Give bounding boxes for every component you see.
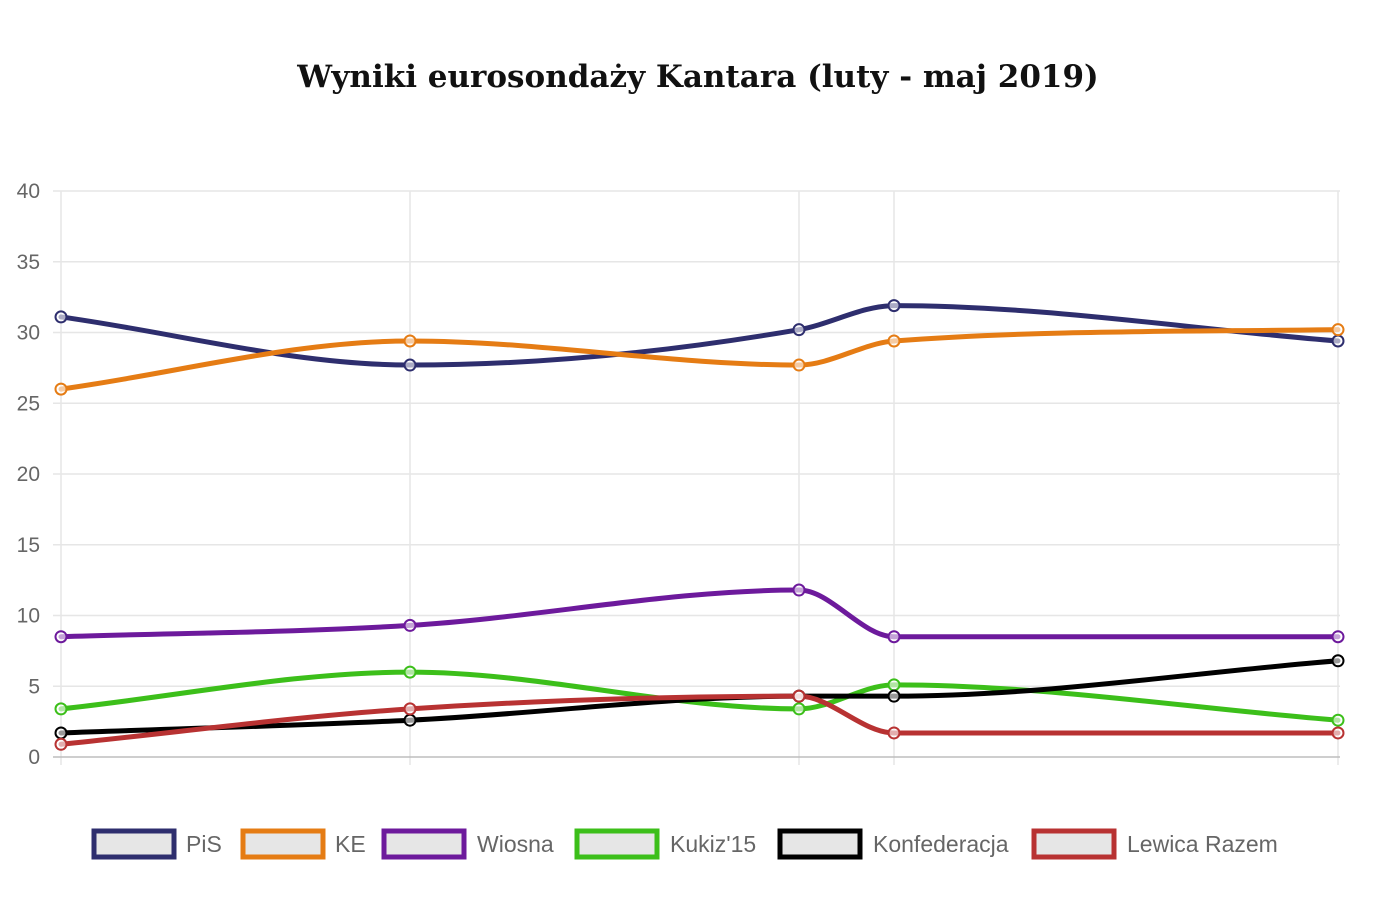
y-tick-label: 20: [17, 463, 40, 486]
data-point-wiosna[interactable]: [792, 583, 806, 597]
legend-item-konfederacja[interactable]: Konfederacja: [777, 828, 1009, 860]
data-point-wiosna[interactable]: [887, 630, 901, 644]
legend-item-lewica-razem[interactable]: Lewica Razem: [1031, 828, 1278, 860]
y-tick-label: 35: [17, 251, 40, 274]
legend-label: Kukiz'15: [670, 831, 756, 857]
legend-item-ke[interactable]: KE: [240, 828, 366, 860]
y-tick-label: 30: [17, 322, 40, 345]
data-point-pis[interactable]: [54, 310, 68, 324]
legend-item-pis[interactable]: PiS: [91, 828, 222, 860]
legend-swatch: [574, 828, 660, 860]
data-point-konfederacja[interactable]: [54, 726, 68, 740]
data-point-kukiz-15[interactable]: [54, 702, 68, 716]
y-tick-label: 25: [17, 392, 40, 415]
data-point-konfederacja[interactable]: [403, 713, 417, 727]
data-point-konfederacja[interactable]: [1331, 654, 1345, 668]
legend-label: Wiosna: [477, 831, 554, 857]
data-point-pis[interactable]: [887, 299, 901, 313]
legend-swatch: [381, 828, 467, 860]
legend-label: Lewica Razem: [1127, 831, 1278, 857]
y-tick-label: 15: [17, 534, 40, 557]
legend-item-wiosna[interactable]: Wiosna: [381, 828, 554, 860]
data-point-kukiz-15[interactable]: [792, 702, 806, 716]
legend-swatch: [777, 828, 863, 860]
series-points: [54, 299, 1345, 751]
data-point-lewica-razem[interactable]: [403, 702, 417, 716]
data-point-lewica-razem[interactable]: [792, 689, 806, 703]
data-point-pis[interactable]: [1331, 334, 1345, 348]
data-point-konfederacja[interactable]: [887, 689, 901, 703]
legend: PiS KE Wiosna Kukiz'15 Konfederacja Lewica Ra…: [91, 828, 1278, 860]
data-point-pis[interactable]: [403, 358, 417, 372]
series-line-wiosna: [58, 587, 1341, 640]
chart-title: Wyniki eurosondaży Kantara (luty - maj 2…: [296, 59, 1098, 95]
y-tick-label: 0: [28, 746, 40, 769]
y-axis-ticks: 0 5 10 15 20 25 30 35 40: [17, 180, 40, 769]
data-point-lewica-razem[interactable]: [1331, 726, 1345, 740]
y-tick-label: 40: [17, 180, 40, 203]
legend-item-kukiz-15[interactable]: Kukiz'15: [574, 828, 756, 860]
legend-label: KE: [335, 831, 366, 857]
legend-label: PiS: [186, 831, 222, 857]
y-tick-label: 5: [28, 675, 40, 698]
data-point-wiosna[interactable]: [54, 630, 68, 644]
legend-swatch: [240, 828, 326, 860]
series-line-lewica-razem: [58, 693, 1341, 747]
data-point-ke[interactable]: [403, 334, 417, 348]
data-point-ke[interactable]: [1331, 323, 1345, 337]
grid-lines: [53, 190, 1340, 765]
series-line-kukiz-15: [58, 669, 1341, 723]
legend-swatch: [1031, 828, 1117, 860]
legend-swatch: [91, 828, 177, 860]
data-point-kukiz-15[interactable]: [403, 665, 417, 679]
legend-label: Konfederacja: [873, 831, 1009, 857]
data-point-ke[interactable]: [54, 382, 68, 396]
data-point-wiosna[interactable]: [403, 618, 417, 632]
series-line-pis: [58, 303, 1341, 368]
series-lines: [58, 303, 1341, 747]
data-point-lewica-razem[interactable]: [887, 726, 901, 740]
data-point-wiosna[interactable]: [1331, 630, 1345, 644]
y-tick-label: 10: [17, 605, 40, 628]
data-point-lewica-razem[interactable]: [54, 737, 68, 751]
data-point-kukiz-15[interactable]: [1331, 713, 1345, 727]
data-point-ke[interactable]: [887, 334, 901, 348]
data-point-kukiz-15[interactable]: [887, 678, 901, 692]
data-point-pis[interactable]: [792, 323, 806, 337]
data-point-ke[interactable]: [792, 358, 806, 372]
series-line-ke: [58, 327, 1341, 392]
